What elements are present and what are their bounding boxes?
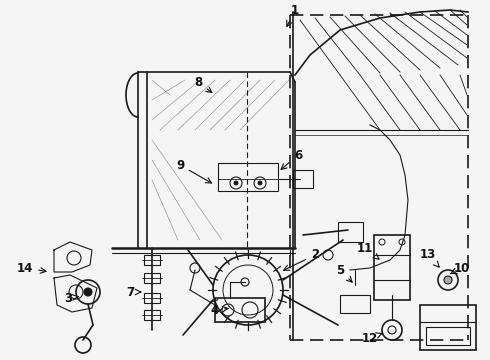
Text: 8: 8 <box>194 76 212 93</box>
Text: 12: 12 <box>362 332 382 345</box>
Circle shape <box>84 288 92 296</box>
Bar <box>293 170 313 188</box>
Text: 13: 13 <box>420 248 439 267</box>
Bar <box>374 235 410 300</box>
Bar <box>144 310 160 320</box>
Text: 1: 1 <box>287 4 299 26</box>
Bar <box>426 327 470 345</box>
Text: 2: 2 <box>284 248 319 270</box>
Text: 6: 6 <box>281 149 302 170</box>
Bar <box>218 163 278 191</box>
Bar <box>215 298 265 322</box>
Bar <box>340 295 370 313</box>
Circle shape <box>234 181 238 185</box>
Text: 10: 10 <box>451 261 470 274</box>
Bar <box>144 293 160 303</box>
Bar <box>144 255 160 265</box>
Circle shape <box>258 181 262 185</box>
Text: 7: 7 <box>126 285 141 298</box>
Text: 3: 3 <box>64 292 78 305</box>
Text: 9: 9 <box>176 158 212 183</box>
Text: 5: 5 <box>336 264 352 282</box>
Text: 11: 11 <box>357 242 379 259</box>
Circle shape <box>444 276 452 284</box>
Bar <box>144 273 160 283</box>
Text: 14: 14 <box>17 261 46 274</box>
Bar <box>338 222 363 242</box>
Text: 4: 4 <box>211 303 228 316</box>
Bar <box>420 305 476 350</box>
